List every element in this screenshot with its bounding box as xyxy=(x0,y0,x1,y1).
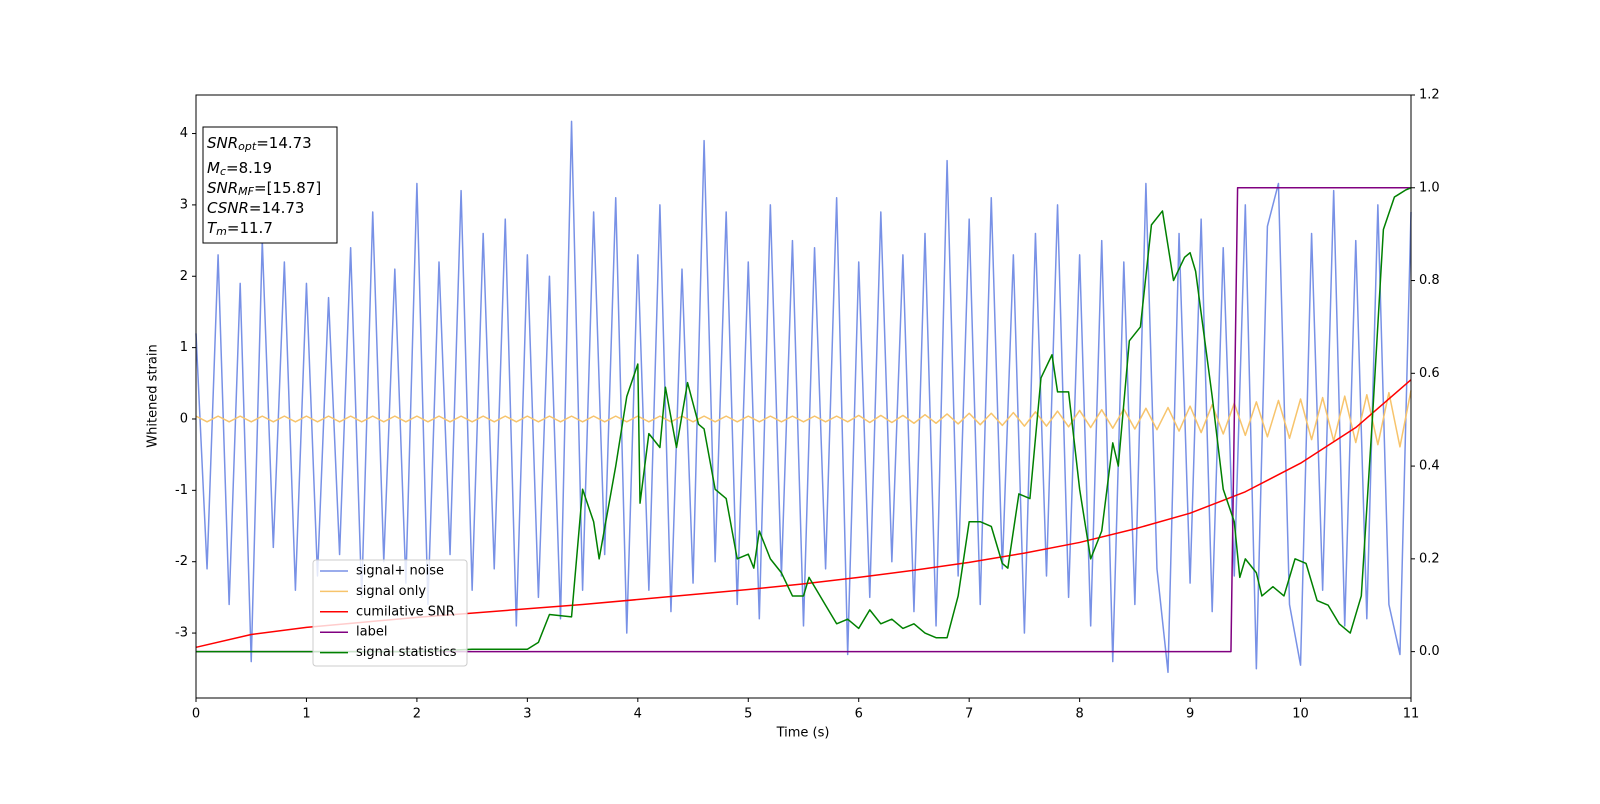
annotation-subscript: m xyxy=(216,225,227,238)
annotation-value: =8.19 xyxy=(226,159,272,177)
legend xyxy=(312,559,468,667)
y-tick-label: -1 xyxy=(175,483,188,498)
series-line xyxy=(196,187,1412,653)
x-tick-label: 5 xyxy=(744,707,752,722)
annotation-line: SNRMF=[15.87] xyxy=(207,179,321,199)
legend-label: signal only xyxy=(356,584,426,599)
annotation-symbol: SNR xyxy=(207,134,238,152)
series-line xyxy=(195,120,1412,674)
annotation-line: CSNR=14.73 xyxy=(207,199,304,217)
y-tick-label: 2 xyxy=(180,269,188,284)
annotation-line: SNRopt=14.73 xyxy=(207,134,312,154)
y-tick-label: 3 xyxy=(180,197,188,212)
x-tick-label: 6 xyxy=(855,707,863,722)
x-tick-label: 7 xyxy=(965,707,973,722)
x-tick-label: 2 xyxy=(413,707,421,722)
x-tick-label: 8 xyxy=(1075,707,1083,722)
annotation-value: =[15.87] xyxy=(254,179,321,197)
annotation-symbol: T xyxy=(207,219,218,237)
annotation: SNRopt=14.73Mc=8.19SNRMF=[15.87]CSNR=14.… xyxy=(207,134,321,239)
x-axis-label: Time (s) xyxy=(776,726,830,741)
axes-frame xyxy=(195,94,1412,699)
x-tick-label: 3 xyxy=(523,707,531,722)
y2-tick-label: 1.0 xyxy=(1419,180,1440,195)
y2-tick-label: 0.2 xyxy=(1419,551,1440,566)
y-tick-label: -2 xyxy=(175,554,188,569)
x-tick-label: 4 xyxy=(634,707,642,722)
series-line xyxy=(195,390,1412,448)
annotation-subscript: opt xyxy=(238,140,257,153)
legend-label: cumilative SNR xyxy=(356,604,455,619)
legend-label: label xyxy=(356,625,387,640)
x-tick-label: 1 xyxy=(302,707,310,722)
y2-tick-label: 1.2 xyxy=(1419,88,1440,103)
x-tick-label: 0 xyxy=(192,707,200,722)
y-tick-label: 0 xyxy=(180,411,188,426)
y2-tick-label: 0.6 xyxy=(1419,366,1440,381)
annotation-symbol: M xyxy=(207,159,220,177)
y-tick-label: -3 xyxy=(175,626,188,641)
annotation-value: =14.73 xyxy=(256,134,312,152)
y2-tick-label: 0.0 xyxy=(1419,644,1440,659)
annotation-subscript: MF xyxy=(238,185,254,198)
x-tick-label: 10 xyxy=(1292,707,1309,722)
annotation-box xyxy=(202,126,338,244)
legend-entries: signal+ noise signal only cumilative SNR la… xyxy=(320,564,457,660)
annotation-line: Mc=8.19 xyxy=(207,159,272,179)
y-axis-label: Whitened strain xyxy=(146,344,161,447)
annotation-symbol: CSNR xyxy=(207,199,249,217)
x-tick-label: 11 xyxy=(1403,707,1420,722)
y2-tick-label: 0.4 xyxy=(1419,459,1440,474)
y2-tick-label: 0.8 xyxy=(1419,273,1440,288)
y-tick-label: 4 xyxy=(180,126,188,141)
annotation-symbol: SNR xyxy=(207,179,238,197)
annotation-value: =11.7 xyxy=(227,219,273,237)
annotation-line: Tm=11.7 xyxy=(207,219,273,239)
series-line xyxy=(196,187,1411,653)
annotation-value: =14.73 xyxy=(249,199,305,217)
x-tick-label: 9 xyxy=(1186,707,1194,722)
annotation-subscript: c xyxy=(220,165,226,178)
legend-label: signal+ noise xyxy=(356,564,444,579)
y-tick-label: 1 xyxy=(180,340,188,355)
legend-label: signal statistics xyxy=(356,645,457,660)
